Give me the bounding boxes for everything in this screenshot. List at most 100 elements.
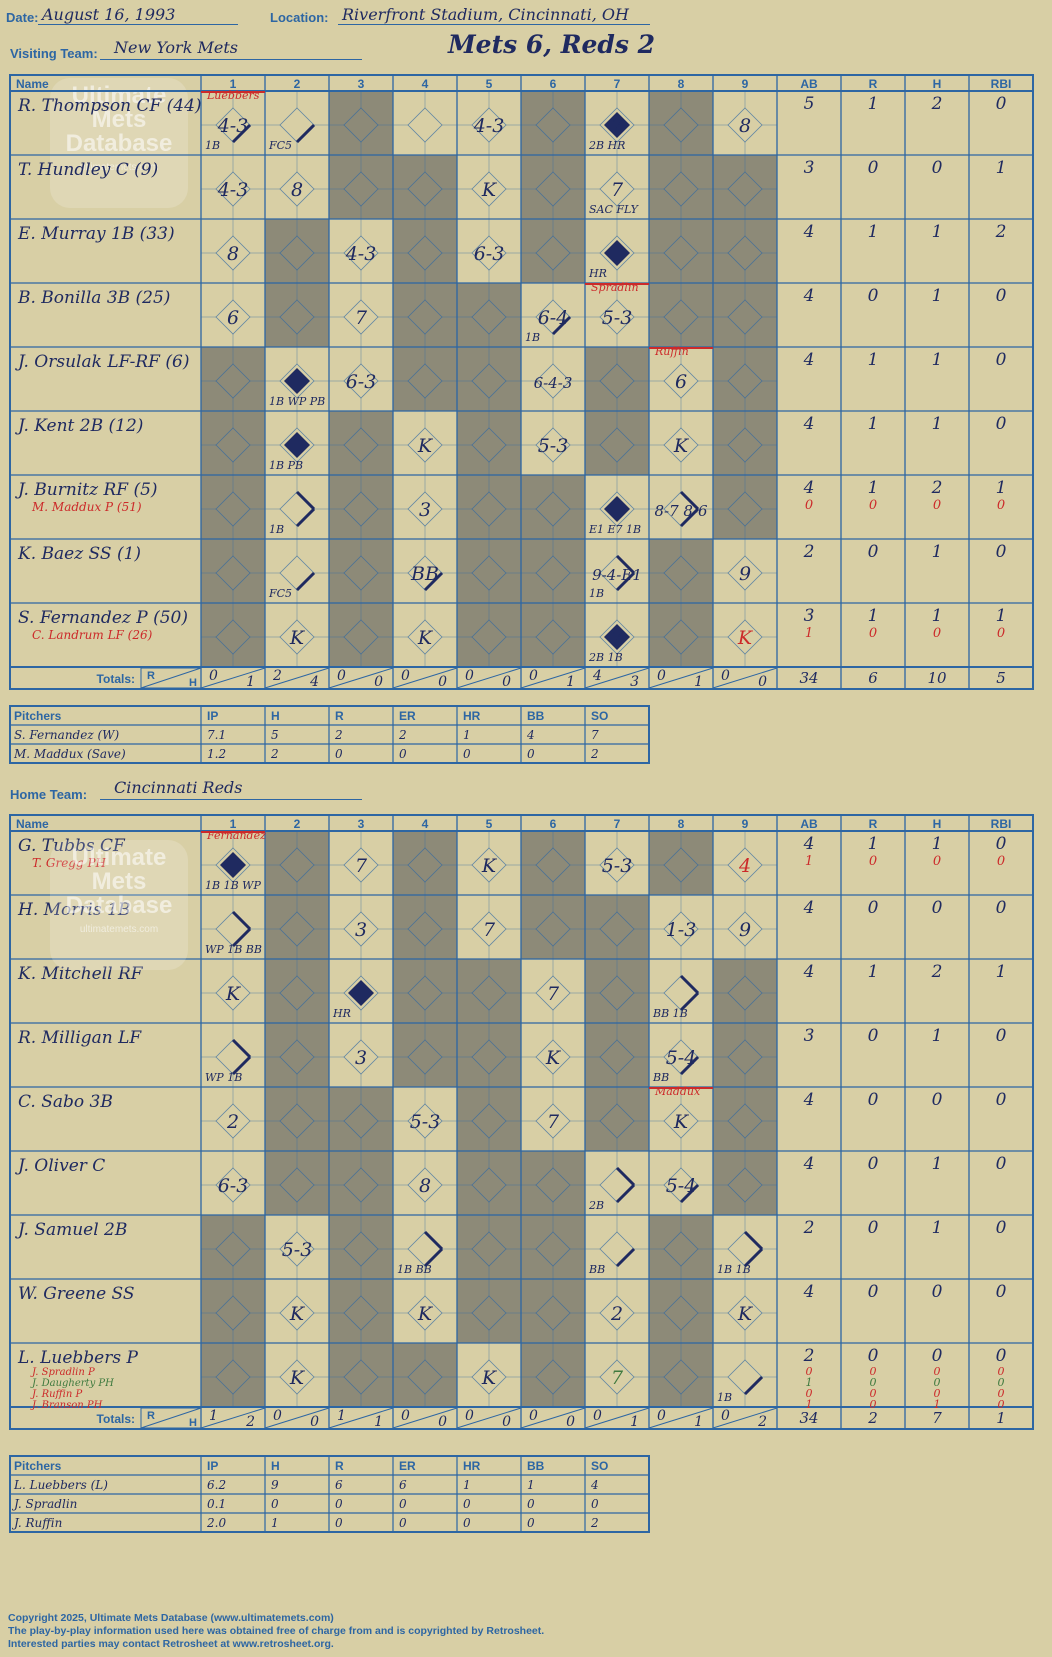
pitcher-stat: 0	[527, 1516, 535, 1530]
team-total-stat: 7	[932, 1409, 942, 1427]
pitcher-stat: 2	[398, 728, 407, 742]
pitcher-stat: 1	[527, 1478, 535, 1492]
play-result: 5-4	[666, 1175, 697, 1197]
play-note: BB	[588, 1263, 605, 1276]
player-stat: 1	[932, 542, 943, 562]
play-result: 7	[547, 1111, 560, 1133]
totals-slash	[392, 667, 458, 689]
player-stat: 0	[996, 542, 1007, 562]
inning-runs: 0	[273, 1408, 282, 1424]
substitute-stat: 0	[934, 1365, 941, 1378]
player-stat: 0	[932, 1090, 943, 1110]
substitute-stat: 1	[806, 1398, 813, 1411]
play-result: 2	[610, 1303, 623, 1325]
play-result: 2	[226, 1111, 239, 1133]
pitcher-stat: 7	[591, 728, 599, 742]
rh-box	[140, 1407, 202, 1429]
play-note: 2B	[588, 1199, 604, 1212]
header-name: Name	[16, 817, 49, 831]
totals-slash	[328, 667, 394, 689]
header-stat: RBI	[991, 817, 1012, 831]
substitute-stat: 0	[998, 1398, 1005, 1411]
player-stat: 1	[868, 962, 879, 982]
pitchers-stat-header: R	[335, 1459, 344, 1473]
player-stat: 4	[803, 898, 815, 918]
totals-slash	[200, 667, 266, 689]
play-note: E1 E7 1B	[588, 523, 641, 536]
substitute-name: T. Gregg PH	[32, 856, 107, 870]
play-result: BB	[410, 563, 439, 585]
header-inning: 8	[678, 817, 685, 831]
substitute-name: J. Branson PH	[30, 1400, 103, 1411]
totals-slash	[520, 667, 586, 689]
substitute-stat: 0	[934, 1376, 941, 1389]
player-stat: 0	[868, 1282, 879, 1302]
pitcher-stat: 0	[463, 1516, 471, 1530]
basepath-line	[295, 571, 316, 592]
basepath-line	[231, 927, 252, 948]
substitute-stat: 1	[805, 854, 813, 869]
player-stat: 0	[868, 898, 879, 918]
basepath-line	[295, 123, 316, 144]
player-name: J. Samuel 2B	[15, 1220, 127, 1240]
player-name: K. Mitchell RF	[17, 964, 144, 984]
pitcher-stat: 6	[335, 1478, 343, 1492]
player-stat: 0	[996, 350, 1007, 370]
play-result: 9	[739, 563, 751, 585]
header-stat: AB	[800, 817, 818, 831]
play-result: 8	[227, 243, 239, 265]
player-name: J. Oliver C	[15, 1156, 105, 1176]
play-result: 3	[355, 1047, 367, 1069]
pitcher-change-note: Fernandez	[206, 829, 266, 842]
substitute-stat: 1	[934, 1398, 941, 1411]
player-stat: 0	[868, 1026, 879, 1046]
pitcher-stat: 0	[271, 1497, 279, 1511]
totals-slash	[648, 1407, 714, 1429]
play-result: 5-3	[602, 307, 633, 329]
pitcher-stat: 2	[270, 747, 279, 761]
play-result: 6-3	[474, 243, 505, 265]
play-result: 3	[419, 499, 431, 521]
basepath-line	[423, 571, 444, 592]
pitcher-change-note: Luebbers	[206, 89, 260, 102]
game-date: August 16, 1993	[42, 5, 176, 24]
play-note: 2B 1B	[588, 651, 623, 664]
game-location: Riverfront Stadium, Cincinnati, OH	[342, 5, 629, 24]
play-result: 8	[291, 179, 303, 201]
player-name: G. Tubbs CF	[18, 836, 126, 856]
substitute-name: J. Spradlin P	[30, 1367, 95, 1378]
basepath-line	[231, 123, 252, 144]
play-result: 7	[547, 983, 560, 1005]
header-stat: R	[869, 817, 878, 831]
pitcher-stat: 0	[335, 747, 343, 761]
inning-runs: 0	[401, 668, 410, 684]
player-stat: 2	[995, 222, 1007, 242]
play-note: 1B	[525, 331, 540, 344]
base-diamond	[599, 1231, 635, 1267]
player-stat: 2	[931, 962, 943, 982]
player-stat: 0	[996, 286, 1007, 306]
header-inning: 1	[230, 77, 237, 91]
basepath-line	[743, 1247, 764, 1268]
pitchers-stat-header: H	[271, 709, 280, 723]
totals-slash	[456, 667, 522, 689]
inning-runs: 0	[401, 1408, 410, 1424]
player-name: T. Hundley C (9)	[18, 160, 158, 180]
pitchers-stat-header: H	[271, 1459, 280, 1473]
pitcher-stat: 1	[463, 1478, 471, 1492]
player-stat: 0	[868, 158, 879, 178]
basepath-line	[743, 1375, 764, 1396]
player-stat: 1	[932, 414, 943, 434]
pitcher-name: L. Luebbers (L)	[13, 1478, 108, 1492]
totals-slash	[392, 1407, 458, 1429]
player-stat: 1	[932, 286, 943, 306]
pitcher-stat: 9	[271, 1478, 279, 1492]
pitchers-stat-header: HR	[463, 709, 481, 723]
play-note: 1B 1B WP	[205, 879, 261, 892]
player-stat: 1	[996, 962, 1007, 982]
totals-slash	[584, 667, 650, 689]
inning-runs: 0	[465, 1408, 474, 1424]
header-inning: 9	[742, 817, 749, 831]
totals-slash	[264, 667, 330, 689]
player-stat: 2	[931, 94, 943, 114]
